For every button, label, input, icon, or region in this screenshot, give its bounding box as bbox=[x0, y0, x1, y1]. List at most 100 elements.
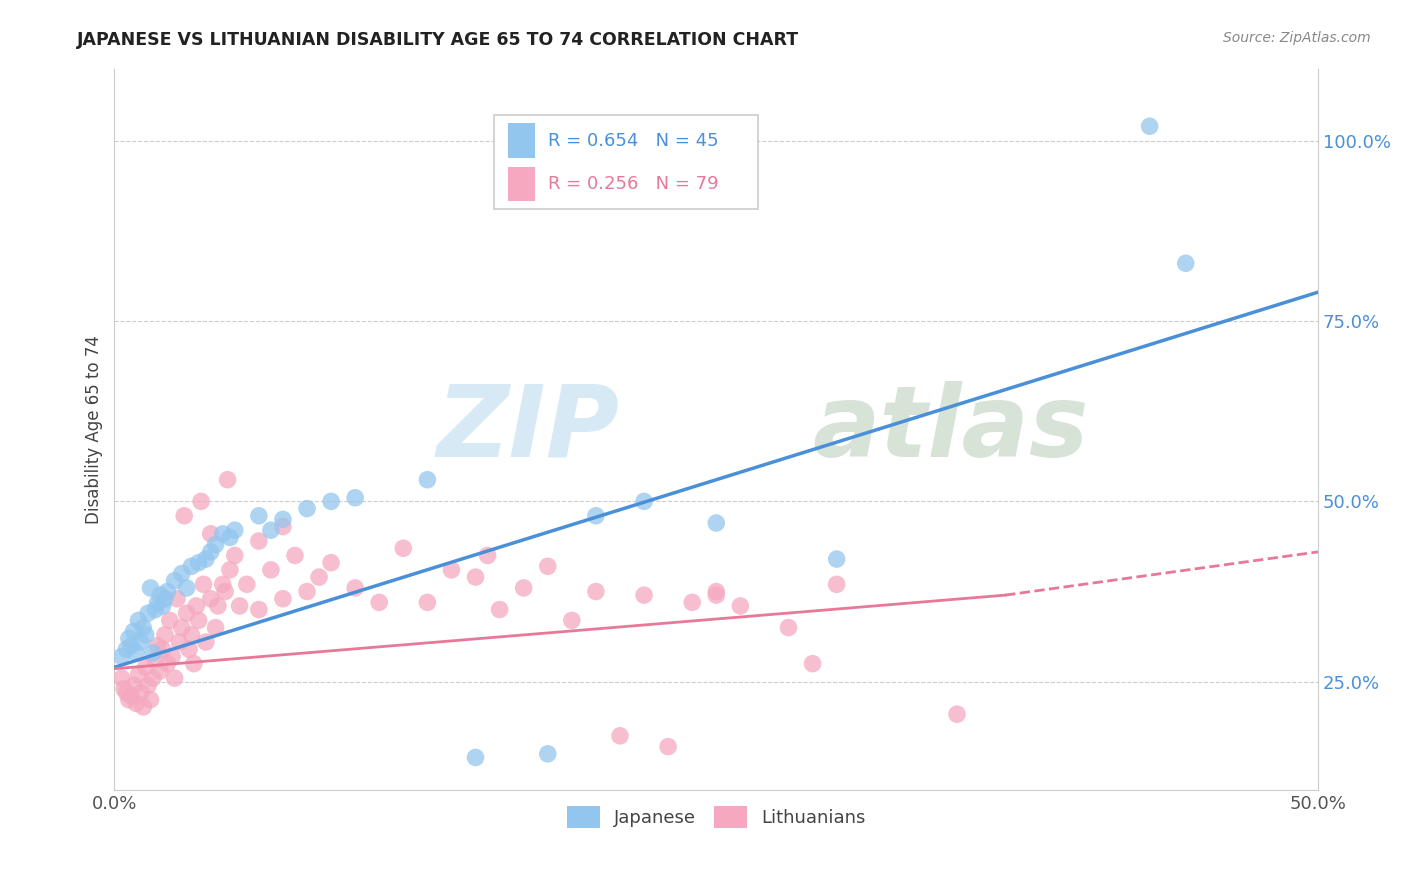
Text: R = 0.256   N = 79: R = 0.256 N = 79 bbox=[548, 175, 718, 193]
Point bbox=[825, 552, 848, 566]
Point bbox=[247, 508, 270, 523]
Point bbox=[260, 523, 283, 537]
Point bbox=[704, 588, 727, 602]
FancyBboxPatch shape bbox=[508, 123, 534, 158]
Point bbox=[260, 563, 283, 577]
Point bbox=[118, 632, 141, 646]
Point bbox=[127, 667, 149, 681]
Point bbox=[122, 678, 145, 692]
Point bbox=[585, 508, 607, 523]
Point bbox=[120, 689, 142, 703]
Point bbox=[183, 657, 205, 671]
Point bbox=[271, 591, 294, 606]
Point bbox=[537, 559, 560, 574]
Point bbox=[170, 566, 193, 581]
Point bbox=[142, 671, 165, 685]
Point bbox=[194, 635, 217, 649]
Point bbox=[946, 707, 969, 722]
Point bbox=[193, 577, 215, 591]
Point bbox=[152, 599, 174, 613]
Point bbox=[159, 614, 181, 628]
Point bbox=[163, 671, 186, 685]
Point bbox=[120, 639, 142, 653]
Point bbox=[180, 559, 202, 574]
Text: ZIP: ZIP bbox=[437, 381, 620, 478]
Point bbox=[681, 595, 703, 609]
Point bbox=[633, 494, 655, 508]
Point bbox=[1174, 256, 1197, 270]
Point bbox=[143, 602, 166, 616]
Point bbox=[136, 606, 159, 620]
Point bbox=[368, 595, 391, 609]
Point bbox=[122, 624, 145, 639]
Point bbox=[160, 649, 183, 664]
Point bbox=[135, 660, 157, 674]
Point bbox=[146, 639, 169, 653]
Point bbox=[112, 681, 135, 696]
Point bbox=[169, 635, 191, 649]
Point bbox=[464, 750, 486, 764]
Point bbox=[308, 570, 330, 584]
Point bbox=[224, 523, 246, 537]
Point bbox=[416, 473, 439, 487]
Point bbox=[125, 646, 148, 660]
Legend: Japanese, Lithuanians: Japanese, Lithuanians bbox=[560, 798, 873, 835]
Point bbox=[187, 556, 209, 570]
Point bbox=[488, 602, 510, 616]
Point bbox=[204, 621, 226, 635]
Point bbox=[284, 549, 307, 563]
Point bbox=[295, 584, 318, 599]
Point bbox=[194, 552, 217, 566]
Point bbox=[609, 729, 631, 743]
Point bbox=[163, 574, 186, 588]
Point bbox=[228, 599, 250, 613]
Point bbox=[344, 491, 367, 505]
Point bbox=[657, 739, 679, 754]
Point bbox=[129, 685, 152, 699]
Point bbox=[132, 621, 155, 635]
Point bbox=[143, 653, 166, 667]
Point bbox=[153, 628, 176, 642]
Point bbox=[146, 595, 169, 609]
Point bbox=[176, 606, 198, 620]
Point bbox=[214, 584, 236, 599]
Point bbox=[149, 664, 172, 678]
Point bbox=[204, 538, 226, 552]
Point bbox=[153, 591, 176, 606]
Point bbox=[416, 595, 439, 609]
Point bbox=[477, 549, 499, 563]
Point bbox=[136, 678, 159, 692]
Point bbox=[825, 577, 848, 591]
Point bbox=[778, 621, 800, 635]
Point bbox=[440, 563, 463, 577]
Point bbox=[247, 534, 270, 549]
Point bbox=[135, 628, 157, 642]
Point bbox=[344, 581, 367, 595]
Point bbox=[139, 581, 162, 595]
Point bbox=[125, 697, 148, 711]
Point bbox=[271, 519, 294, 533]
Point bbox=[801, 657, 824, 671]
Point bbox=[561, 614, 583, 628]
Point bbox=[537, 747, 560, 761]
FancyBboxPatch shape bbox=[508, 167, 534, 202]
Point bbox=[704, 584, 727, 599]
Point bbox=[211, 526, 233, 541]
Point bbox=[177, 642, 200, 657]
Point bbox=[111, 649, 134, 664]
Point bbox=[115, 642, 138, 657]
Point bbox=[200, 526, 222, 541]
Text: Source: ZipAtlas.com: Source: ZipAtlas.com bbox=[1223, 31, 1371, 45]
Point bbox=[464, 570, 486, 584]
Point bbox=[180, 628, 202, 642]
Point bbox=[156, 657, 179, 671]
Point bbox=[271, 512, 294, 526]
Point bbox=[730, 599, 752, 613]
Point bbox=[319, 556, 342, 570]
Text: JAPANESE VS LITHUANIAN DISABILITY AGE 65 TO 74 CORRELATION CHART: JAPANESE VS LITHUANIAN DISABILITY AGE 65… bbox=[77, 31, 800, 49]
Y-axis label: Disability Age 65 to 74: Disability Age 65 to 74 bbox=[86, 334, 103, 524]
Point bbox=[704, 516, 727, 530]
Point bbox=[207, 599, 229, 613]
Point bbox=[187, 614, 209, 628]
Point bbox=[190, 494, 212, 508]
